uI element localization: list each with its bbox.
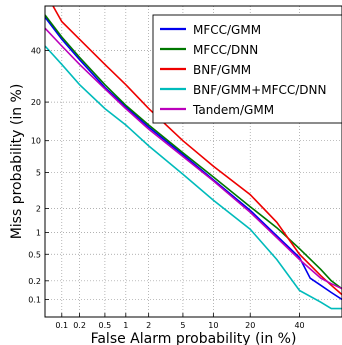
x-tick-label: 2 xyxy=(146,321,151,330)
tick-marks xyxy=(45,50,300,317)
series-line-4 xyxy=(45,45,342,310)
x-tick-label: 1 xyxy=(123,321,128,330)
y-tick-label: 0.5 xyxy=(28,250,41,259)
legend-label: MFCC/DNN xyxy=(193,43,258,57)
x-tick-label: 0.1 xyxy=(55,321,68,330)
x-tick-label: 20 xyxy=(245,321,255,330)
y-tick-label: 5 xyxy=(36,169,41,178)
x-tick-label: 10 xyxy=(208,321,218,330)
y-tick-labels: 0.1 0.2 0.5 1 2 5 10 20 40 xyxy=(28,46,41,304)
y-tick-label: 40 xyxy=(31,46,41,55)
y-tick-label: 2 xyxy=(36,204,41,213)
y-tick-label: 0.1 xyxy=(28,295,41,304)
series-line-2 xyxy=(45,14,342,290)
legend: MFCC/GMM MFCC/DNN BNF/GMM BNF/GMM+MFCC/DNN T… xyxy=(152,14,342,124)
x-tick-label: 0.2 xyxy=(73,321,86,330)
y-tick-label: 10 xyxy=(31,137,41,146)
legend-label: BNF/GMM+MFCC/DNN xyxy=(193,83,326,97)
series-line-3 xyxy=(52,6,342,296)
series-line-5 xyxy=(45,27,342,290)
plot-frame xyxy=(44,5,342,318)
y-tick-label: 0.2 xyxy=(28,277,41,286)
y-axis-label: Miss probability (in %) xyxy=(9,84,25,240)
x-axis-label: False Alarm probability (in %) xyxy=(91,331,297,345)
x-tick-label: 0.5 xyxy=(99,321,112,330)
legend-label: Tandem/GMM xyxy=(192,103,274,117)
series-layer xyxy=(45,6,342,310)
y-tick-label: 1 xyxy=(36,228,41,237)
legend-label: MFCC/GMM xyxy=(193,23,261,37)
legend-label: BNF/GMM xyxy=(193,63,251,77)
y-tick-label: 20 xyxy=(31,98,41,107)
x-tick-labels: 0.1 0.2 0.5 1 2 5 10 20 40 xyxy=(55,321,304,330)
x-tick-label: 40 xyxy=(294,321,304,330)
x-tick-label: 5 xyxy=(180,321,185,330)
